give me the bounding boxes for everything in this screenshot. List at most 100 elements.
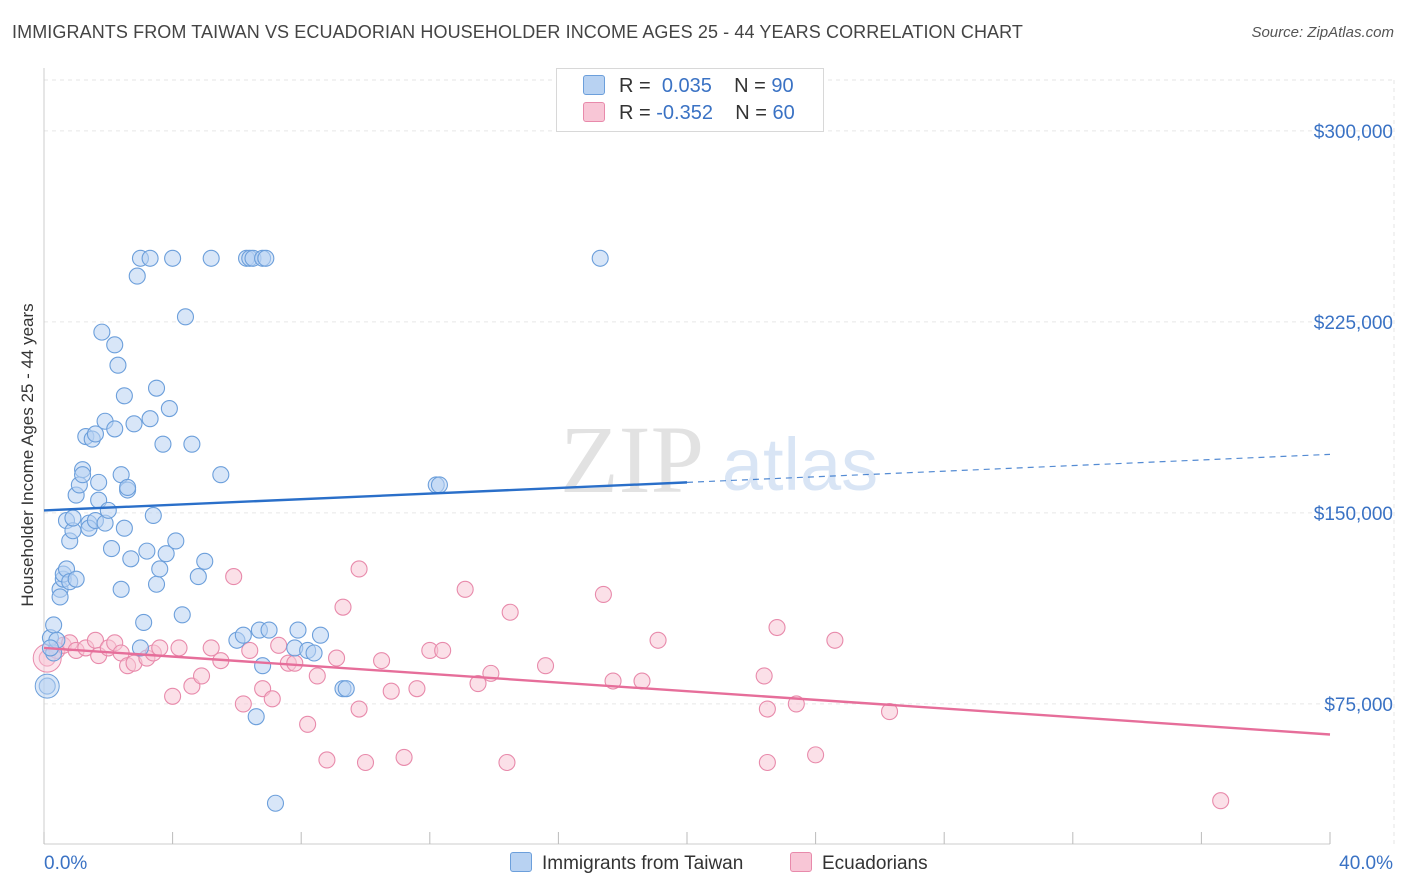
- ecuador-r-value: -0.352: [656, 102, 713, 124]
- taiwan-point-56: [157, 545, 175, 563]
- taiwan-point-59: [167, 532, 185, 550]
- ecuadorians-point-31: [308, 667, 326, 685]
- taiwan-point-72: [247, 708, 265, 726]
- taiwan-point-41: [119, 478, 137, 497]
- taiwan-point-38: [115, 519, 133, 537]
- trend-lines: [43, 453, 1331, 736]
- y-tick-label-3: $300,000: [1314, 122, 1393, 143]
- taiwan-points: [34, 249, 609, 812]
- taiwan-point-32: [102, 540, 121, 558]
- taiwan-point-43: [125, 415, 143, 433]
- ecuadorians-point-35: [350, 560, 368, 578]
- taiwan-point-47: [135, 613, 153, 631]
- taiwan-point-57: [160, 399, 178, 418]
- taiwan-point-6: [51, 588, 69, 606]
- taiwan-cluster-point: [34, 673, 60, 699]
- ecuadorians-point-59: [807, 746, 825, 764]
- taiwan-point-63: [189, 568, 207, 586]
- taiwan-point-44: [128, 267, 146, 285]
- ecuador-n-label: N =: [735, 102, 767, 124]
- y-tick-labels: $75,000 $150,000 $225,000 $300,000: [1314, 122, 1393, 716]
- bottom-legend-ecuador: Ecuadorians: [790, 852, 928, 875]
- taiwan-point-46: [131, 639, 149, 657]
- bottom-taiwan-swatch: [510, 852, 532, 872]
- taiwan-point-80: [289, 621, 307, 639]
- taiwan-point-88: [591, 249, 609, 267]
- ecuadorians-point-38: [373, 652, 391, 670]
- watermark: ZIP atlas: [560, 406, 878, 513]
- legend-row-ecuador: R = -0.352 N = 60: [583, 102, 795, 125]
- taiwan-point-51: [144, 506, 162, 525]
- taiwan-point-37: [112, 580, 130, 598]
- taiwan-point-53: [147, 379, 166, 397]
- taiwan-point-14: [64, 509, 82, 527]
- taiwan-point-24: [86, 425, 104, 443]
- watermark-atlas: atlas: [722, 423, 878, 506]
- taiwan-point-42: [122, 550, 140, 568]
- x-tick-label-0: 0.0%: [44, 853, 87, 874]
- correlation-legend: R = 0.035 N = 90 R = -0.352 N = 60: [556, 68, 824, 132]
- ecuadorians-point-61: [880, 703, 899, 721]
- taiwan-n-value: 90: [771, 75, 794, 97]
- watermark-zip: ZIP: [560, 406, 704, 513]
- taiwan-point-65: [202, 249, 220, 267]
- ecuadorians-point-32: [318, 751, 336, 769]
- ecuadorians-point-48: [501, 603, 519, 621]
- ecuadorians-point-53: [649, 631, 667, 649]
- taiwan-point-49: [141, 249, 159, 267]
- taiwan-point-55: [154, 435, 172, 453]
- ecuadorians-point-29: [286, 654, 304, 672]
- ecuadorians-point-27: [270, 636, 288, 654]
- taiwan-point-33: [106, 336, 124, 354]
- taiwan-trend-line: [43, 481, 688, 512]
- taiwan-point-87: [430, 476, 448, 494]
- taiwan-r-label: R =: [619, 75, 651, 97]
- taiwan-point-66: [212, 466, 230, 484]
- taiwan-trend-extension: [686, 453, 1331, 483]
- ecuadorians-point-56: [758, 753, 776, 772]
- ecuadorians-point-36: [350, 700, 368, 718]
- bottom-ecuador-label: Ecuadorians: [822, 853, 928, 874]
- taiwan-point-61: [176, 308, 195, 326]
- ecuadorians-point-19: [192, 667, 211, 685]
- ecuador-swatch: [583, 102, 605, 122]
- bottom-ecuador-swatch: [790, 852, 812, 872]
- ecuadorians-point-54: [755, 667, 773, 685]
- taiwan-point-48: [138, 542, 156, 560]
- ecuadorians-point-15: [151, 639, 169, 657]
- ecuadorians-point-20: [202, 639, 220, 657]
- ecuadorians-point-57: [768, 618, 786, 637]
- ecuadorians-point-22: [225, 568, 243, 586]
- source-note: Source: ZipAtlas.com: [1251, 24, 1394, 41]
- taiwan-point-64: [196, 552, 214, 570]
- ecuador-n-value: 60: [772, 102, 795, 124]
- bottom-taiwan-label: Immigrants from Taiwan: [542, 853, 744, 874]
- taiwan-point-28: [93, 323, 111, 341]
- ecuadorians-point-30: [299, 715, 317, 733]
- taiwan-r-value: 0.035: [661, 75, 712, 97]
- taiwan-point-19: [74, 466, 92, 484]
- ecuadorians-point-47: [498, 753, 516, 772]
- taiwan-point-60: [173, 606, 191, 624]
- y-tick-label-2: $225,000: [1314, 313, 1393, 334]
- ecuadorians-point-41: [408, 680, 426, 698]
- y-axis-label: Householder Income Ages 25 - 44 years: [18, 303, 37, 607]
- taiwan-point-76: [257, 249, 275, 267]
- bottom-legend-taiwan: Immigrants from Taiwan: [510, 852, 743, 875]
- taiwan-point-78: [266, 794, 285, 812]
- taiwan-point-31: [99, 501, 117, 519]
- ecuadorians-point-16: [164, 687, 182, 705]
- ecuadorians-point-34: [334, 598, 352, 616]
- taiwan-point-54: [151, 560, 169, 578]
- ecuadorians-point-62: [1212, 792, 1230, 810]
- taiwan-point-83: [311, 626, 330, 644]
- taiwan-point-68: [234, 626, 252, 644]
- taiwan-point-62: [183, 435, 201, 453]
- ecuadorians-point-45: [469, 675, 487, 693]
- ecuadorians-point-44: [456, 580, 474, 598]
- taiwan-point-39: [115, 387, 133, 405]
- taiwan-n-label: N =: [734, 75, 766, 97]
- ecuadorians-point-17: [170, 639, 188, 657]
- ecuadorians-point-33: [328, 649, 346, 667]
